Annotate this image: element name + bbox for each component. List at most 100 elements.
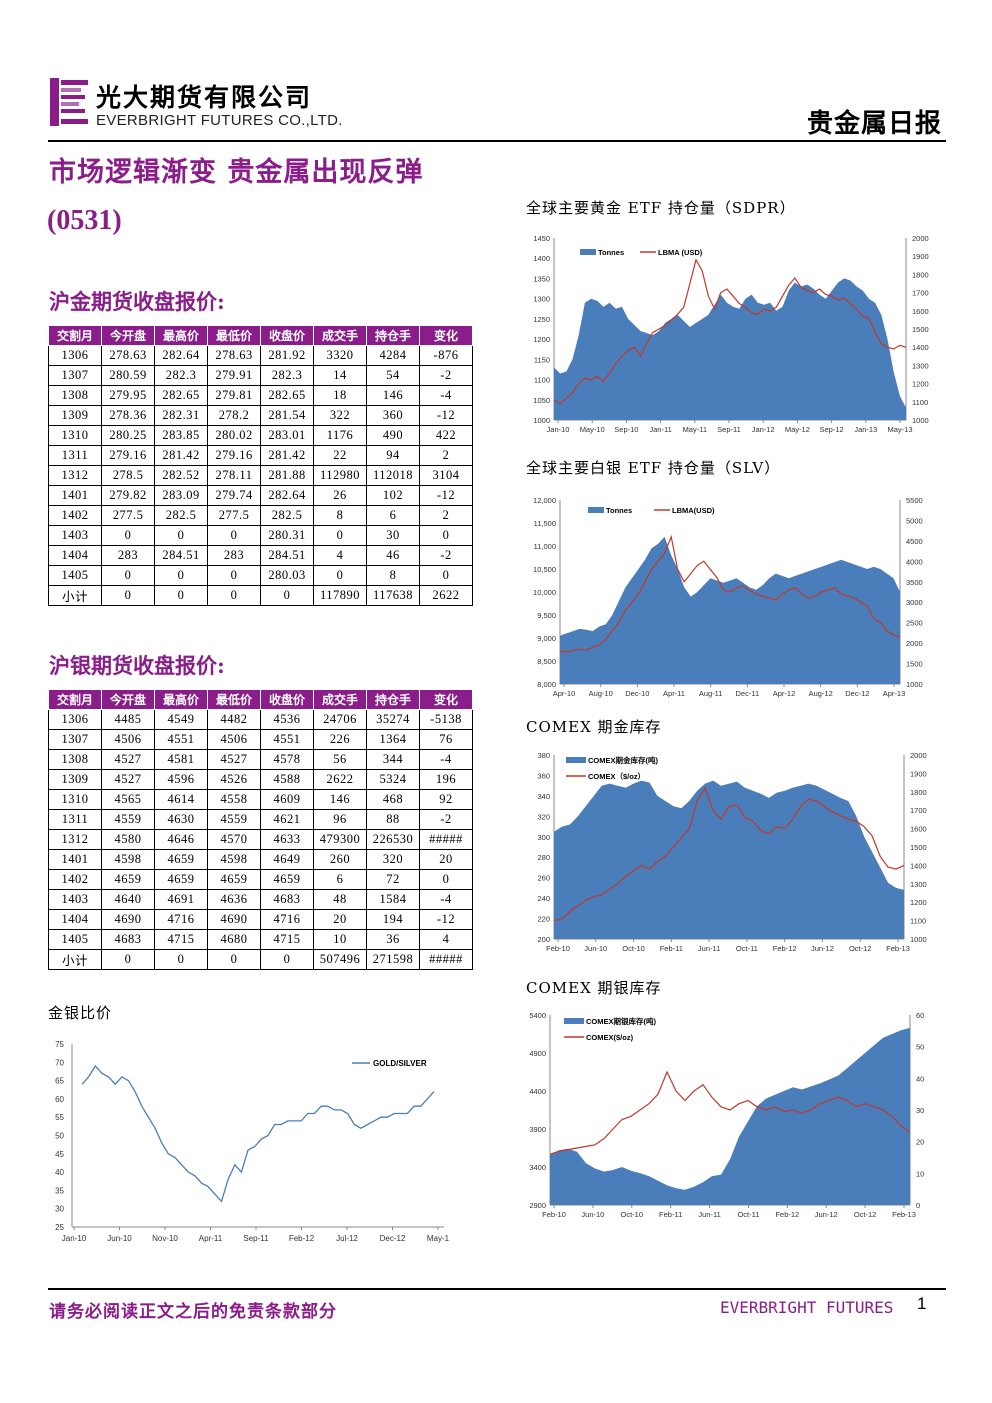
table-cell: 280.02 <box>207 425 261 446</box>
table-row: 小计 0 0 0 0 507496 271598 ##### <box>48 949 473 970</box>
legend-swatch-area <box>588 507 604 513</box>
table-cell: 4 <box>313 545 367 566</box>
table-cell: 4633 <box>260 829 314 850</box>
table-cell: 1308 <box>48 385 102 406</box>
table-cell: 507496 <box>313 949 367 970</box>
y-tick-label: 55 <box>55 1113 64 1122</box>
table-row: 1310 4565 4614 4558 4609 146 468 92 <box>48 789 473 810</box>
x-tick-label: Jun-10 <box>584 944 607 953</box>
y-right-tick-label: 2000 <box>912 234 929 243</box>
table-cell: 0 <box>154 585 208 606</box>
x-tick-label: Apr-13 <box>883 689 906 698</box>
y-left-tick-label: 3400 <box>529 1163 546 1172</box>
y-right-tick-label: 1800 <box>912 270 929 279</box>
y-left-tick-label: 1050 <box>533 396 550 405</box>
table-cell: 281.54 <box>260 405 314 426</box>
legend-label: COMEX（$/oz） <box>588 771 645 781</box>
table-cell: 0 <box>101 565 155 586</box>
x-tick-label: May-1 <box>427 1234 450 1243</box>
table-cell: 282.64 <box>154 345 208 366</box>
table-cell: 4536 <box>260 709 314 730</box>
x-tick-label: May-13 <box>887 425 912 434</box>
y-left-tick-label: 320 <box>537 812 550 821</box>
table-cell: 282.5 <box>154 505 208 526</box>
table-cell: 279.16 <box>207 445 261 466</box>
table-cell: 282.52 <box>154 465 208 486</box>
x-tick-label: Sep-10 <box>614 425 638 434</box>
y-left-tick-label: 4900 <box>529 1049 546 1058</box>
table-cell: 196 <box>419 769 473 790</box>
table-cell: 0 <box>154 525 208 546</box>
y-left-tick-label: 340 <box>537 792 550 801</box>
y-right-tick-label: 2500 <box>906 619 923 628</box>
table-cell: -2 <box>419 365 473 386</box>
column-header: 收盘价 <box>260 689 314 710</box>
comex-gold-chart: 380 360 340 320 300 280 260 240 220 200 2000 1900 18… <box>537 751 927 953</box>
y-left-tick-label: 260 <box>537 874 550 883</box>
y-right-tick-label: 3000 <box>906 598 923 607</box>
x-tick-label: Apr-11 <box>199 1234 223 1243</box>
table-cell: 4690 <box>207 909 261 930</box>
footer-brand: EVERBRIGHT FUTURES <box>720 1298 894 1317</box>
table-row: 1307 280.59 282.3 279.91 282.3 14 54 -2 <box>48 365 473 386</box>
table-cell: 4659 <box>260 869 314 890</box>
table-cell: -12 <box>419 405 473 426</box>
table-cell: 56 <box>313 749 367 770</box>
y-tick-label: 25 <box>55 1223 64 1232</box>
y-left-tick-label: 200 <box>537 935 550 944</box>
x-tick-label: Jun-11 <box>698 944 720 953</box>
disclaimer-note: 请务必阅读正文之后的免责条款部分 <box>49 1302 337 1322</box>
y-right-tick-label: 2000 <box>910 751 927 760</box>
table-cell: 4683 <box>260 889 314 910</box>
table-cell: 14 <box>313 365 367 386</box>
x-tick-label: Jun-10 <box>581 1210 604 1219</box>
y-left-tick-label: 300 <box>537 833 550 842</box>
x-tick-label: Jun-12 <box>811 944 834 953</box>
table-cell: 2622 <box>419 585 473 606</box>
table-cell: 72 <box>366 869 420 890</box>
y-left-tick-label: 1100 <box>534 376 550 385</box>
table-cell: 0 <box>313 565 367 586</box>
x-tick-label: Aug-10 <box>589 689 613 698</box>
company-logo-icon <box>50 78 88 126</box>
table-cell: 1312 <box>48 829 102 850</box>
y-left-tick-label: 9,500 <box>537 611 556 620</box>
y-right-tick-label: 3500 <box>906 578 923 587</box>
table-cell: 4506 <box>101 729 155 750</box>
x-tick-label: Feb-13 <box>886 944 910 953</box>
legend-swatch-area <box>564 1018 584 1024</box>
table-cell: 1307 <box>48 729 102 750</box>
y-right-tick-label: 1900 <box>910 769 927 778</box>
company-name-en: EVERBRIGHT FUTURES CO.,LTD. <box>96 112 343 129</box>
x-tick-label: Feb-11 <box>659 1210 682 1219</box>
comex-silver-chart: 5400490044003900340029006050403020100Feb… <box>529 1011 924 1219</box>
table-cell: 281.42 <box>260 445 314 466</box>
table-cell: 1306 <box>48 709 102 730</box>
y-left-tick-label: 11,500 <box>534 519 556 528</box>
table-cell: 277.5 <box>207 505 261 526</box>
table-cell: 18 <box>313 385 367 406</box>
table-cell: 4680 <box>207 929 261 950</box>
table-cell: 0 <box>260 949 314 970</box>
x-tick-label: Apr-11 <box>663 689 685 698</box>
table-cell: 344 <box>366 749 420 770</box>
table-row: 1312 4580 4646 4570 4633 479300 226530 ##### <box>48 829 473 850</box>
table-cell: 4609 <box>260 789 314 810</box>
column-header: 最低价 <box>207 325 261 346</box>
table-cell: 479300 <box>313 829 367 850</box>
table-cell: 4715 <box>154 929 208 950</box>
table-cell: 279.95 <box>101 385 155 406</box>
table-cell: 422 <box>419 425 473 446</box>
table-row: 1401 4598 4659 4598 4649 260 320 20 <box>48 849 473 870</box>
table-cell: 3320 <box>313 345 367 366</box>
table-cell: 1309 <box>48 405 102 426</box>
table-cell: 4596 <box>154 769 208 790</box>
y-left-tick-label: 220 <box>537 915 550 924</box>
table-row: 1401 279.82 283.09 279.74 282.64 26 102 -12 <box>48 485 473 506</box>
table-cell: -4 <box>419 749 473 770</box>
x-tick-label: Oct-12 <box>849 944 872 953</box>
y-left-tick-label: 5400 <box>529 1011 546 1020</box>
y-left-tick-label: 3900 <box>529 1125 546 1134</box>
y-right-tick-label: 1300 <box>910 880 927 889</box>
table-cell: 1307 <box>48 365 102 386</box>
